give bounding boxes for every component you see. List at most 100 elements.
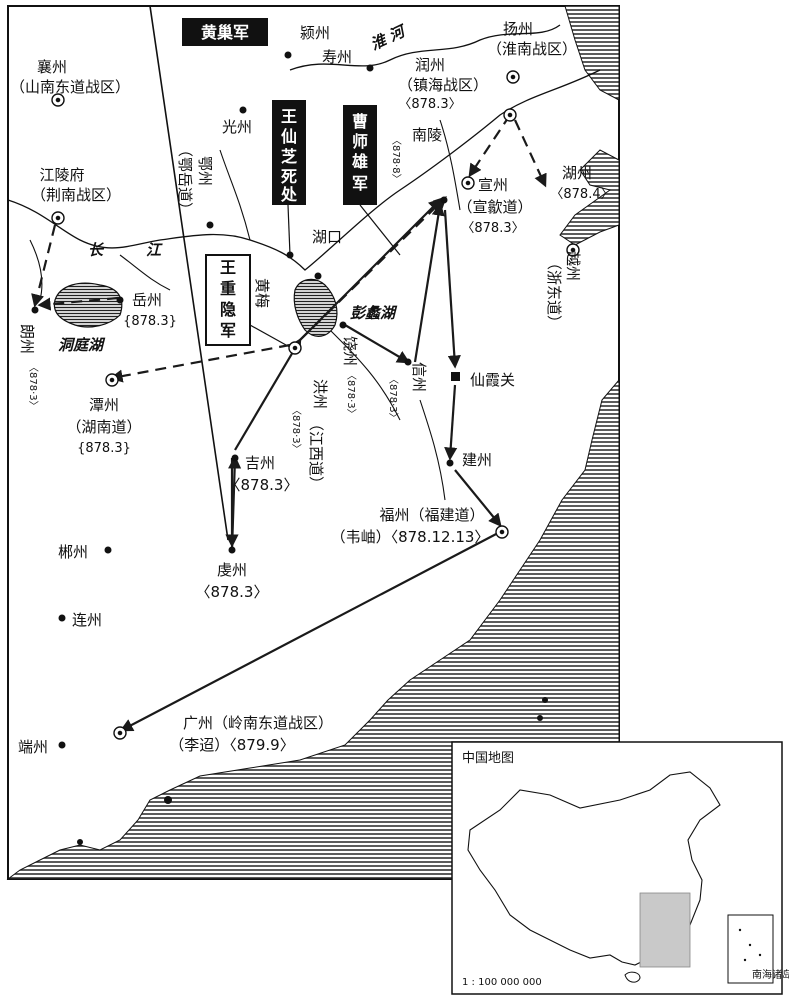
svg-text:师: 师 [352, 132, 368, 151]
label-jiang: 江 [146, 241, 163, 259]
label-fuzhou: 福州（福建道） [379, 506, 484, 524]
label-eyuedao: （鄂岳道） [176, 142, 194, 217]
caoshixiong-box [343, 105, 377, 205]
label-jiangxidao: （江西道） [307, 416, 325, 491]
label-tanzhou: 潭州 [89, 396, 119, 414]
label-xiangzhou: 襄州 [37, 58, 67, 76]
label-xinzhou: 信州 [410, 362, 428, 392]
svg-text:死: 死 [281, 167, 297, 186]
label-yuezhou: 岳州 [132, 291, 162, 309]
huangchao-box [182, 18, 268, 46]
coast-north [564, 5, 620, 101]
label-yangzhou-sub: （淮南战区） [487, 40, 577, 58]
label-runzhou-sub: （镇海战区） [398, 76, 488, 94]
label-langzhou-date: 〈878·3〉 [27, 362, 39, 411]
label-ezhou: 鄂州 [196, 156, 214, 186]
nanhai-inset [727, 914, 774, 984]
label-xinzhou-date: 〈878·3〉 [387, 374, 399, 423]
label-yuezhou2: 越州 [564, 251, 582, 281]
island [537, 715, 543, 721]
svg-text:雄: 雄 [351, 152, 368, 171]
label-xuanzhou-sub: （宣歙道） [457, 198, 532, 216]
pointer-wang [287, 204, 291, 256]
label-guangzhou-north: 光州 [222, 118, 252, 136]
label-chenzhou: 郴州 [58, 543, 88, 561]
label-tanzhou-date: {878.3} [77, 441, 131, 456]
wangxianzhi-label: 王 仙 芝 死 处 [280, 107, 298, 204]
yangtze-river [7, 69, 601, 271]
label-yangzhou: 扬州 [503, 20, 533, 38]
label-lianzhou: 连州 [72, 611, 102, 629]
inset-title: 中国地图 [462, 751, 514, 766]
label-xiangzhou-sub: （山南东道战区） [10, 78, 130, 96]
svg-text:隐: 隐 [220, 300, 236, 319]
svg-text:芝: 芝 [281, 147, 297, 166]
nanhai-label: 南海诸岛 [752, 968, 789, 981]
wangzhongyin-label: 王 重 隐 军 [220, 258, 236, 340]
label-tanzhou-sub: （湖南道） [66, 418, 141, 436]
label-guangzhou-sub: （李迢）〈879.9〉 [169, 736, 294, 754]
label-xianxiaguan: 仙霞关 [470, 371, 515, 389]
label-qianzhou-date: 〈878.3〉 [196, 583, 269, 601]
label-yingzhou: 颍州 [300, 24, 330, 42]
label-huzhou-date: 〈878.4〉 [550, 187, 613, 202]
label-jizhou: 吉州 [245, 454, 275, 472]
label-dongting: 洞庭湖 [58, 336, 106, 354]
label-shouzhou: 寿州 [322, 48, 352, 66]
routes-dashed [31, 114, 547, 383]
svg-text:军: 军 [352, 174, 368, 193]
svg-text:重: 重 [220, 279, 236, 298]
bay-area [559, 149, 620, 246]
river-3 [329, 119, 461, 501]
label-yuezhou-date: {878.3} [123, 314, 177, 329]
svg-text:军: 军 [220, 321, 236, 340]
dongting-lake [53, 282, 123, 328]
island [164, 796, 172, 804]
routes-solid [119, 198, 502, 732]
island [542, 697, 548, 703]
label-jianglingfu-sub: （荆南战区） [31, 186, 121, 204]
island [77, 839, 83, 845]
pengli-lake [293, 278, 338, 337]
label-yidongdao: （浙东道） [545, 255, 563, 330]
svg-text:仙: 仙 [281, 127, 297, 146]
label-jianglingfu: 江陵府 [39, 166, 84, 184]
label-xuanzhou: 宣州 [478, 176, 508, 194]
label-runzhou: 润州 [415, 56, 445, 74]
svg-text:处: 处 [280, 185, 298, 204]
label-huzhou: 湖州 [562, 164, 592, 182]
label-huangmei: 黄梅 [253, 278, 271, 308]
svg-text:王: 王 [281, 107, 297, 126]
inset-china-map: 中国地图 南海诸岛 1 : 100 000 000 [451, 741, 789, 995]
label-nanling: 南陵 [412, 126, 442, 144]
wangxianzhi-box [272, 100, 306, 205]
label-xuanzhou-date: 〈878.3〉 [461, 221, 524, 236]
label-fuzhou-sub: （韦岫）〈878.12.13〉 [331, 528, 490, 546]
huai-river [289, 24, 561, 71]
label-pengli: 彭蠡湖 [350, 304, 398, 322]
svg-text:王: 王 [220, 258, 236, 277]
label-langzhou: 朗州 [18, 324, 36, 354]
wangzhongyin-box [205, 254, 251, 346]
city-markers-dot [31, 51, 460, 749]
huangchao-label: 黄巢军 [201, 23, 249, 42]
label-hongzhou-date: 〈878·3〉 [290, 405, 302, 454]
hainan-island [624, 971, 641, 983]
inset-scale: 1 : 100 000 000 [462, 977, 542, 988]
label-hukou: 湖口 [312, 228, 342, 246]
city-markers-capital [51, 70, 580, 740]
label-raozhou: 饶州 [341, 336, 359, 366]
label-runzhou-date: 〈878.3〉 [398, 97, 461, 112]
label-duanzhou: 端州 [18, 738, 48, 756]
label-chang: 长 [88, 241, 105, 259]
study-area-highlight [639, 892, 691, 968]
huangchao-boundary-line [149, 5, 229, 541]
label-raozhou-date: 〈878·3〉 [345, 370, 357, 419]
label-hongzhou: 洪州 [311, 379, 329, 409]
label-qianzhou: 虔州 [217, 561, 247, 579]
label-jianzhou: 建州 [462, 451, 492, 469]
label-guangzhou: 广州（岭南东道战区） [183, 714, 333, 732]
svg-text:曹: 曹 [352, 112, 368, 131]
caoshixiong-label: 曹 师 雄 军 [351, 112, 368, 193]
